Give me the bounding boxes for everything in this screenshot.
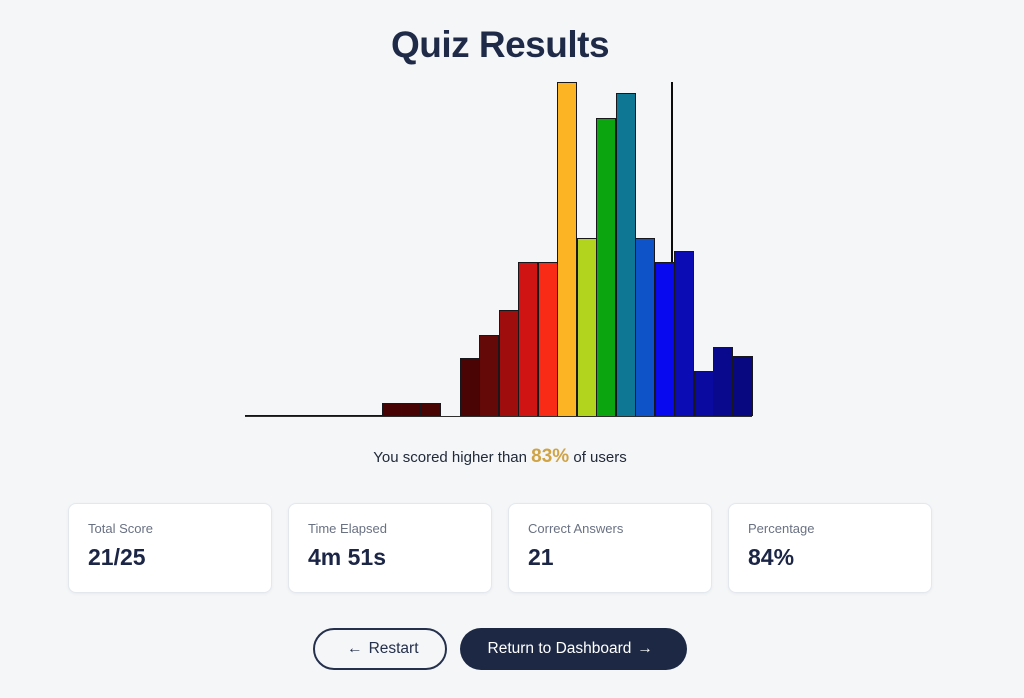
stats-row: Total Score 21/25 Time Elapsed 4m 51s Co… — [68, 503, 932, 593]
histogram-bar — [264, 414, 285, 416]
stat-label: Percentage — [748, 521, 815, 536]
stat-label: Time Elapsed — [308, 521, 387, 536]
histogram-bar — [362, 414, 382, 416]
actions-row: ← Restart Return to Dashboard → — [0, 628, 1000, 670]
percentile-text: You scored higher than 83% of users — [0, 446, 1000, 468]
stat-value: 84% — [748, 544, 795, 570]
histogram-bar — [693, 371, 714, 416]
histogram-bar — [303, 414, 324, 416]
dashboard-button-label: Return to Dashboard — [487, 640, 632, 657]
return-to-dashboard-button[interactable]: Return to Dashboard → — [459, 628, 687, 670]
histogram-bar — [420, 403, 441, 416]
histogram-bar — [342, 414, 363, 416]
histogram-bar — [713, 347, 733, 416]
histogram-bar — [498, 310, 519, 416]
histogram-bar — [732, 356, 753, 416]
score-marker-line — [671, 82, 673, 416]
histogram-bar — [479, 335, 499, 416]
left-arrow-icon: ← — [347, 640, 363, 657]
stat-card-correct-answers: Correct Answers 21 — [508, 503, 712, 593]
histogram-bar — [674, 251, 694, 416]
histogram-bar — [635, 238, 655, 416]
histogram-bar — [557, 82, 577, 416]
histogram-bar — [381, 403, 402, 416]
stat-value: 21/25 — [88, 544, 146, 570]
histogram-bar — [654, 262, 675, 416]
stat-card-percentage: Percentage 84% — [728, 503, 932, 593]
histogram-bar — [401, 403, 421, 416]
stat-label: Total Score — [88, 521, 154, 536]
histogram-bar — [596, 118, 616, 416]
percentile-text-suffix: of users — [569, 449, 627, 466]
page-title: Quiz Results — [390, 24, 610, 65]
histogram-bar — [323, 414, 343, 416]
stat-card-total-score: Total Score 21/25 — [68, 503, 272, 593]
histogram-bar — [245, 414, 265, 416]
x-axis-line — [245, 415, 752, 417]
stat-value: 4m 51s — [308, 544, 387, 570]
histogram-chart — [245, 82, 753, 417]
percentile-value: 83% — [531, 446, 570, 467]
stat-value: 21 — [528, 544, 554, 570]
histogram-bar — [537, 262, 558, 416]
histogram-bar — [615, 93, 636, 416]
restart-button[interactable]: ← Restart — [313, 628, 447, 670]
histogram-bar — [518, 262, 538, 416]
histogram-bar — [284, 414, 304, 416]
right-arrow-icon: → — [637, 640, 653, 657]
stat-label: Correct Answers — [528, 521, 624, 536]
percentile-text-prefix: You scored higher than — [373, 449, 532, 466]
histogram-bar — [576, 238, 597, 416]
restart-button-label: Restart — [368, 640, 419, 657]
histogram-bar — [459, 358, 480, 416]
stat-card-time-elapsed: Time Elapsed 4m 51s — [288, 503, 492, 593]
